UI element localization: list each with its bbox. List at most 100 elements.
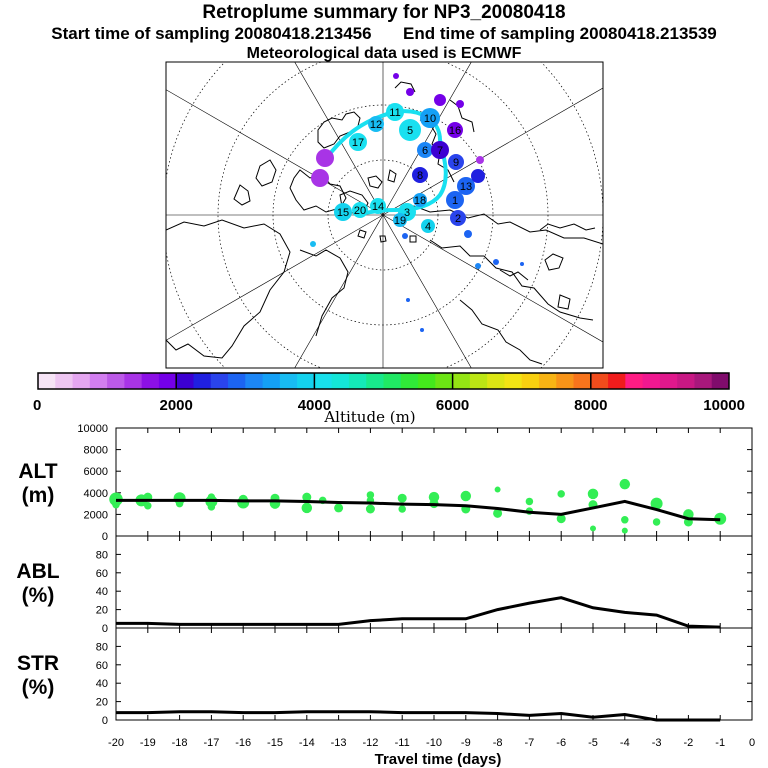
plume-marker-label: 10 [424,113,436,125]
plume-marker: 12 [368,116,384,132]
colorbar-cell [383,373,402,389]
plume-marker: 4 [421,219,435,233]
plume-marker-label: 11 [389,107,400,119]
plume-marker: 1 [446,191,464,209]
plume-marker-dot [402,233,408,239]
plume-marker-circle [421,219,435,233]
colorbar-cell [642,373,661,389]
plume-marker-label: 9 [453,157,459,169]
altitude-point [397,493,407,503]
colorbar-cell [452,373,471,389]
x-tick-label: -14 [299,737,315,749]
y-tick-label: 0 [102,531,108,543]
colorbar-cell [400,373,419,389]
colorbar-tick-label: 10000 [703,397,745,414]
plume-marker-circle [412,167,428,183]
colorbar-cell [677,373,695,389]
plume-marker-dot [456,100,464,108]
plume-marker-circle [399,119,421,141]
plume-marker-label: 3 [404,207,410,219]
colorbar-cell [38,373,56,389]
colorbar-cell [176,373,194,389]
plume-marker-circle [349,133,367,151]
colorbar-tick-label: 6000 [436,397,469,414]
y-tick-label: 40 [96,678,108,690]
colorbar-cell [556,373,575,389]
plume-marker-circle [370,198,386,214]
altitude-point [493,508,503,518]
plume-marker: 8 [412,167,428,183]
colorbar-cell [210,373,229,389]
altitude-point [557,490,565,498]
altitude-point [302,492,312,502]
altitude-point [494,486,501,493]
plume-marker-label: 15 [337,207,349,219]
colorbar-cell [297,373,315,389]
colorbar-cell [141,373,160,389]
coastline-north-america [166,219,291,359]
plume-marker: 13 [457,177,475,195]
colorbar-cell [366,373,384,389]
altitude-point [460,490,472,502]
x-tick-label: -18 [172,737,188,749]
plume-marker-circle [334,203,352,221]
colorbar-cell [469,373,488,389]
plume-marker-dot [464,230,472,238]
plume-marker-label: 18 [414,195,426,207]
meridian-line [382,87,603,216]
panel-str: 0 20 40 60 80 STR(%) [17,627,753,727]
colorbar-cell [262,373,281,389]
meridian-line [294,62,384,216]
plume-marker-label: 5 [407,125,413,137]
altitude-point [650,497,663,510]
plume-marker-dot [310,241,316,247]
panel-abl: 0 20 40 60 80 ABL(%) [16,535,753,635]
plume-marker-label: 17 [352,137,364,149]
map-graticule [166,62,603,368]
plume-marker-circle [420,108,440,128]
plume-marker-label: 7 [437,145,443,157]
colorbar-cell [107,373,125,389]
coastline-islands-small [357,229,571,310]
coastline-siberia [399,205,603,321]
altitude-point [334,503,344,513]
plume-marker-dot [475,263,481,269]
altitude-point [237,496,250,509]
x-tick-label: -4 [620,737,630,749]
altitude-mean-line [116,498,721,522]
colorbar-cell [590,373,609,389]
y-tick-label: 80 [96,549,108,561]
plume-marker-label: 1 [452,195,458,207]
x-tick-label: -20 [108,737,124,749]
y-tick-label: 10000 [77,423,108,435]
meridian-line [382,214,472,368]
plume-marker-label: 16 [449,125,461,137]
x-tick-label: -13 [331,737,347,749]
plume-marker: 14 [370,198,386,214]
panel-label-name: ABL [16,560,59,583]
y-tick-label: 6000 [84,466,108,478]
y-tick-label: 0 [102,715,108,727]
x-tick-label: -5 [588,737,598,749]
met-data-label: Meteorological data used is ECMWF [246,45,522,62]
plume-marker-label: 4 [425,221,431,233]
altitude-point [428,491,440,503]
plume-marker-circle [446,191,464,209]
plume-marker-dot [471,169,485,183]
x-tick-label: -16 [235,737,251,749]
plume-marker: 10 [420,108,440,128]
plume-marker: 9 [448,154,464,170]
altitude-point [144,502,152,510]
plume-marker-dot [434,94,446,106]
colorbar-cell [124,373,143,389]
y-tick-label: 0 [102,623,108,635]
colorbar-cell [55,373,74,389]
altitude-point [556,514,566,524]
panel-label-unit: (%) [22,584,55,607]
plume-marker-label: 2 [455,213,461,225]
altitude-point [587,488,599,500]
x-tick-label: -12 [362,737,378,749]
abl-line [116,596,721,629]
